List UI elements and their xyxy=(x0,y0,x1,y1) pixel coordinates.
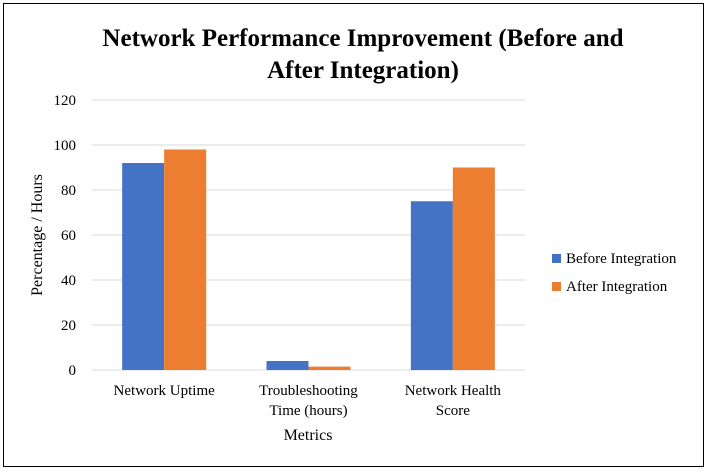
legend: Before Integration After Integration xyxy=(552,251,677,295)
legend-label: Before Integration xyxy=(566,251,677,267)
chart-title-line-1: Network Performance Improvement (Before … xyxy=(102,25,623,52)
y-tick-label: 120 xyxy=(54,93,77,109)
x-axis-title: Metrics xyxy=(284,427,333,444)
y-tick-label: 40 xyxy=(61,273,76,289)
x-category-label: Troubleshooting xyxy=(259,383,358,399)
bar-before-2 xyxy=(410,201,453,370)
x-axis-categories: Network Uptime Troubleshooting Time (hours… xyxy=(114,383,502,419)
x-category-label: Network Health xyxy=(405,383,502,399)
y-tick-label: 100 xyxy=(54,138,77,154)
bar-after-2 xyxy=(452,167,495,370)
legend-label: After Integration xyxy=(566,279,668,295)
y-tick-label: 20 xyxy=(61,318,76,334)
y-tick-label: 0 xyxy=(69,363,77,379)
bar-before-0 xyxy=(122,163,165,370)
x-category-label: Score xyxy=(436,403,470,419)
bars xyxy=(122,149,495,370)
y-axis-ticks: 0 20 40 60 80 100 120 xyxy=(54,93,77,379)
bar-after-0 xyxy=(164,149,207,370)
legend-swatch xyxy=(552,282,561,291)
y-tick-label: 60 xyxy=(61,228,76,244)
legend-swatch xyxy=(552,254,561,263)
chart-title-line-2: After Integration) xyxy=(267,57,459,84)
bar-before-1 xyxy=(266,361,309,370)
x-category-label: Time (hours) xyxy=(269,403,347,419)
y-axis-title: Percentage / Hours xyxy=(29,174,46,296)
bar-after-1 xyxy=(308,366,351,370)
y-tick-label: 80 xyxy=(61,183,76,199)
x-category-label: Network Uptime xyxy=(114,383,216,399)
